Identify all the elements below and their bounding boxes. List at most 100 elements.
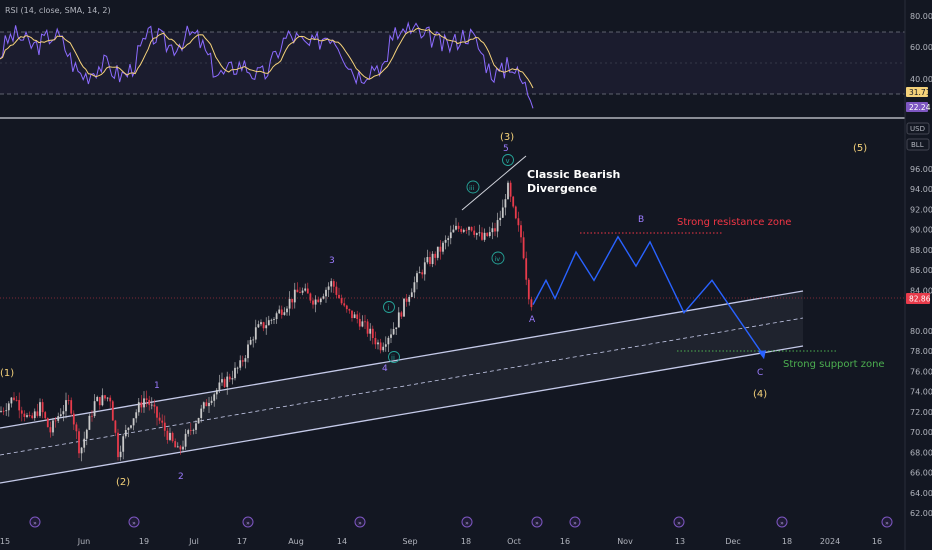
candle-body: [36, 411, 39, 416]
event-icon[interactable]: [881, 516, 893, 528]
rsi-tick: 80.00: [910, 12, 932, 21]
event-icon[interactable]: [569, 516, 581, 528]
time-axis[interactable]: 15 Jun 19 Jul 17 Aug 14 Sep 18 Oct 16 Nov 13 Dec 18 202…: [0, 537, 882, 546]
currency-box: [906, 122, 930, 135]
annotations: Classic Bearish Divergence Strong resist…: [527, 168, 885, 370]
candle-body: [83, 438, 86, 448]
candle-body: [5, 410, 8, 412]
candle-body: [0, 410, 2, 412]
candle-body: [460, 228, 463, 232]
rsi-sma-line: [0, 27, 534, 89]
candle-body: [41, 402, 44, 413]
wave-a-label: A: [529, 315, 536, 325]
candle-body: [106, 397, 109, 399]
circle-ii-label: ii: [391, 354, 395, 362]
price-tick: 88.00: [910, 246, 932, 255]
event-icon[interactable]: [461, 516, 473, 528]
candle-body: [252, 339, 255, 341]
rsi-title[interactable]: RSI (14, close, SMA, 14, 2): [5, 6, 111, 15]
candle-body: [218, 382, 221, 390]
candle-body: [101, 395, 104, 406]
candle-body: [78, 431, 80, 454]
time-tick: 18: [461, 537, 471, 546]
price-tick: 68.00: [910, 448, 932, 457]
candle-body: [371, 328, 374, 339]
candle-body: [187, 430, 190, 434]
candle-body: [273, 319, 275, 320]
candle-body: [361, 321, 364, 327]
candle-body: [265, 325, 268, 329]
candle-body: [117, 432, 119, 458]
candle-body: [345, 305, 348, 310]
candle-body: [62, 411, 65, 415]
candle-body: [397, 312, 400, 328]
candle-body: [410, 292, 413, 297]
candle-body: [475, 233, 478, 235]
candle-body: [75, 424, 78, 432]
candle-body: [33, 411, 36, 419]
candle-body: [270, 319, 273, 321]
event-icon-glyph: »: [677, 520, 681, 527]
candle-body: [390, 334, 392, 338]
candle-body: [309, 293, 312, 301]
wave-2-label: (2): [116, 477, 130, 488]
candle-body: [517, 218, 520, 226]
forecast-arrowhead: [758, 350, 766, 360]
forecast-path[interactable]: [532, 235, 765, 357]
event-icon[interactable]: [776, 516, 788, 528]
candle-body: [288, 298, 291, 309]
trend-channel[interactable]: [0, 290, 804, 484]
candle-body: [132, 418, 135, 426]
price-tick: 64.00: [910, 489, 932, 498]
candle-body: [234, 367, 236, 379]
candle-body: [70, 400, 73, 414]
rsi-badges: 31.71 22.24: [906, 87, 931, 112]
candle-body: [205, 402, 208, 407]
event-icon[interactable]: [354, 516, 366, 528]
candle-body: [494, 228, 496, 232]
candle-body: [192, 429, 195, 431]
currency-label: USD: [910, 125, 925, 133]
time-tick: 2024: [820, 537, 840, 546]
event-icon[interactable]: [673, 516, 685, 528]
candle-body: [85, 429, 88, 439]
event-icon[interactable]: [531, 516, 543, 528]
event-icon[interactable]: [242, 516, 254, 528]
candle-body: [166, 430, 169, 440]
candle-body: [481, 232, 483, 240]
candle-body: [197, 417, 200, 424]
subwave-1-label: 1: [154, 381, 160, 391]
candle-body: [340, 298, 343, 304]
candle-body: [358, 318, 361, 327]
candle-body: [447, 238, 450, 240]
price-tick: 74.00: [910, 388, 932, 397]
time-tick: Jun: [77, 537, 91, 546]
wave-b-label: B: [638, 215, 644, 225]
event-icon[interactable]: [128, 516, 140, 528]
event-icon[interactable]: [29, 516, 41, 528]
candle-body: [10, 397, 13, 404]
candle-body: [457, 225, 460, 229]
circle-iii-label: iii: [469, 184, 475, 192]
candle-body: [184, 433, 187, 447]
candle-body: [124, 429, 127, 437]
wave-1-label: (1): [0, 368, 14, 379]
resistance-label: Strong resistance zone: [677, 217, 791, 228]
candle-body: [507, 182, 509, 200]
candle-body: [213, 394, 216, 401]
candle-body: [67, 400, 70, 401]
candle-body: [148, 399, 151, 405]
candle-body: [31, 415, 34, 419]
candle-body: [111, 401, 114, 421]
channel-fill: [0, 291, 803, 483]
candle-body: [158, 417, 161, 421]
candle-body: [257, 324, 260, 328]
candle-body: [525, 258, 528, 280]
candle-body: [353, 314, 356, 319]
channel-upper-line: [0, 290, 804, 429]
event-icons[interactable]: » » » » » » » » » »: [29, 516, 893, 528]
divergence-trendline[interactable]: [461, 155, 527, 211]
candle-body: [416, 273, 418, 283]
candle-body: [122, 436, 125, 452]
